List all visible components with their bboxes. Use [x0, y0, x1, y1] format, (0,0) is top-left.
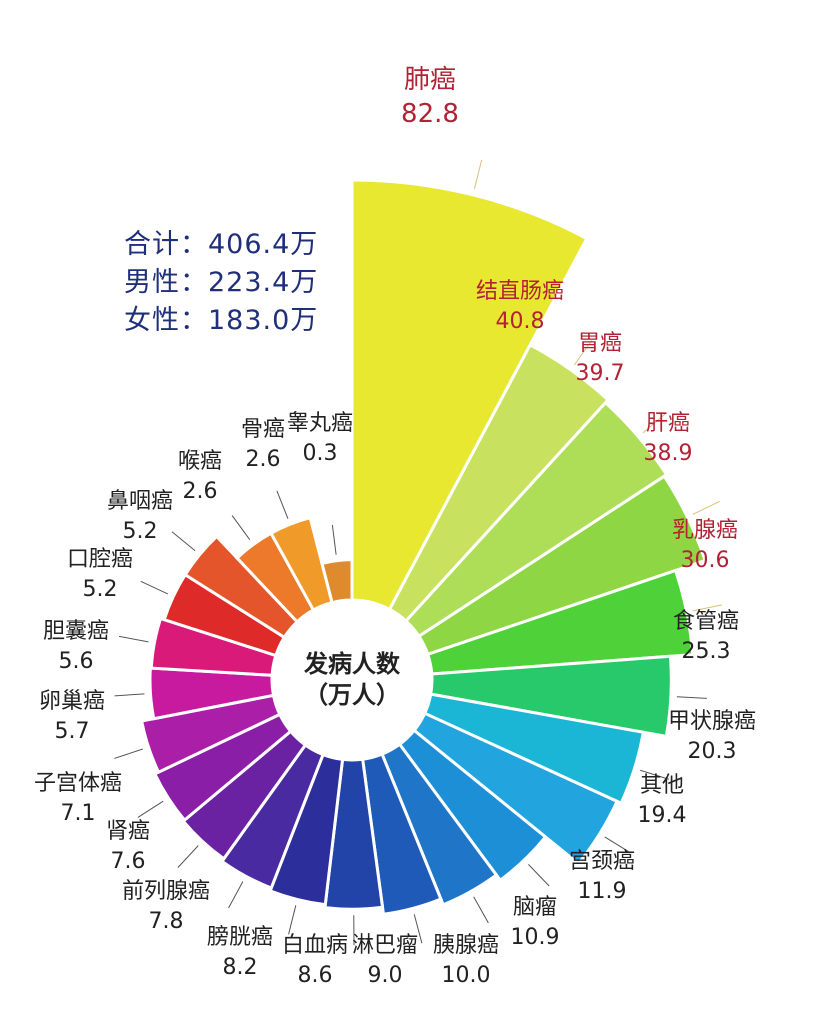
chart-label-name-2: 胃癌	[578, 331, 622, 356]
chart-label-name-7: 其他	[640, 773, 684, 798]
chart-label-value-14: 7.8	[149, 909, 184, 934]
chart-label-value-22: 2.6	[246, 447, 281, 472]
chart-label-name-5: 食管癌	[673, 609, 739, 634]
chart-bar-3	[416, 474, 708, 657]
chart-bar-6	[422, 692, 646, 806]
chart-label-name-16: 子宫体癌	[34, 771, 122, 796]
leader-line-13	[228, 881, 244, 909]
summary-female: 女性：183.0万	[124, 305, 319, 336]
summary-male: 男性：223.4万	[124, 267, 319, 298]
leader-line-10	[413, 914, 423, 944]
chart-label-value-16: 7.1	[61, 801, 96, 826]
chart-label-name-6: 甲状腺癌	[668, 709, 756, 734]
chart-label-name-3: 肝癌	[646, 411, 690, 436]
leader-line-3	[692, 500, 721, 515]
chart-label-name-11: 淋巴瘤	[352, 933, 418, 958]
chart-label-value-6: 20.3	[688, 739, 737, 764]
chart-label-value-15: 7.6	[111, 849, 146, 874]
chart-label-value-20: 5.2	[123, 519, 158, 544]
leader-line-6	[640, 769, 670, 780]
leader-line-7	[604, 836, 631, 854]
chart-label-name-14: 前列腺癌	[122, 879, 210, 904]
chart-label-value-19: 5.2	[83, 577, 118, 602]
leader-line-4	[692, 604, 723, 612]
chart-label-name-18: 胆囊癌	[43, 619, 109, 644]
chart-label-value-7: 19.4	[638, 803, 687, 828]
leader-line-19	[140, 580, 169, 595]
chart-label-value-4: 30.6	[681, 548, 730, 573]
summary-box: 合计：406.4万 男性：223.4万 女性：183.0万	[124, 226, 318, 340]
leader-line-1	[573, 340, 593, 366]
chart-label-value-2: 39.7	[576, 361, 625, 386]
center-hole	[274, 602, 430, 758]
leader-line-2	[642, 413, 667, 434]
chart-label-name-19: 口腔癌	[67, 547, 133, 572]
chart-label-value-10: 10.0	[442, 963, 491, 988]
chart-label-value-5: 25.3	[682, 639, 731, 664]
chart-label-value-12: 8.6	[298, 963, 333, 988]
chart-label-name-22: 骨癌	[241, 417, 285, 442]
leader-line-22	[276, 490, 289, 519]
leader-line-14	[177, 845, 199, 868]
chart-label-name-23: 睾丸癌	[287, 411, 353, 436]
chart-label-name-17: 卵巢癌	[39, 689, 105, 714]
chart-label-name-12: 白血病	[282, 933, 348, 958]
chart-label-value-23: 0.3	[303, 441, 338, 466]
chart-bar-2	[403, 400, 669, 639]
chart-label-name-4: 乳腺癌	[672, 518, 738, 543]
chart-label-value-11: 9.0	[368, 963, 403, 988]
chart-bar-0	[350, 178, 589, 612]
chart-label-value-13: 8.2	[223, 955, 258, 980]
chart-label-name-0: 肺癌	[404, 65, 456, 95]
chart-label-value-9: 10.9	[511, 925, 560, 950]
leader-line-18	[118, 635, 149, 643]
chart-label-name-15: 肾癌	[106, 819, 150, 844]
leader-line-9	[473, 896, 489, 924]
leader-line-8	[528, 864, 550, 887]
leader-line-21	[231, 515, 251, 541]
chart-label-name-10: 胰腺癌	[433, 933, 499, 958]
chart-label-value-21: 2.6	[183, 479, 218, 504]
chart-label-value-1: 40.8	[496, 309, 545, 334]
leader-line-20	[171, 531, 196, 552]
chart-bar-5	[429, 654, 673, 739]
chart-label-value-3: 38.9	[644, 441, 693, 466]
chart-label-name-9: 脑瘤	[513, 895, 557, 920]
chart-label-name-13: 膀胱癌	[207, 925, 273, 950]
chart-label-name-8: 宫颈癌	[569, 849, 635, 874]
chart-label-value-8: 11.9	[578, 879, 627, 904]
chart-label-value-17: 5.7	[55, 719, 90, 744]
chart-bar-4	[425, 568, 695, 676]
chart-bar-7	[412, 711, 620, 866]
leader-line-17	[114, 693, 145, 697]
chart-bar-23	[320, 558, 354, 605]
leader-line-12	[288, 905, 297, 935]
chart-label-name-21: 喉癌	[178, 449, 222, 474]
chart-label-name-1: 结直肠癌	[476, 279, 564, 304]
chart-bar-1	[387, 342, 611, 624]
leader-line-23	[331, 524, 337, 555]
chart-label-value-18: 5.6	[59, 649, 94, 674]
leader-line-0	[473, 159, 483, 190]
chart-label-value-0: 82.8	[401, 99, 459, 129]
leader-line-16	[114, 748, 143, 759]
leader-line-5	[676, 696, 707, 699]
chart-label-name-20: 鼻咽癌	[107, 489, 173, 514]
center-label-line2: （万人）	[304, 681, 400, 709]
leader-line-15	[137, 800, 164, 818]
center-label-line1: 发病人数	[303, 650, 401, 678]
summary-total: 合计：406.4万	[124, 229, 319, 260]
